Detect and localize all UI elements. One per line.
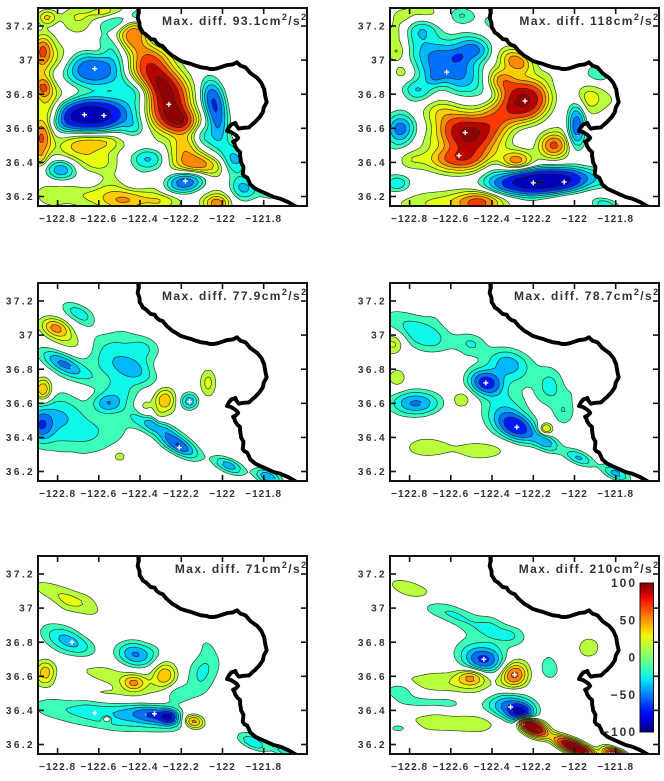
svg-text:−122.4: −122.4: [474, 214, 511, 225]
svg-text:37: 37: [19, 56, 35, 67]
svg-text:36.6: 36.6: [358, 124, 387, 135]
svg-text:37.2: 37.2: [358, 22, 387, 33]
svg-text:Max. diff. 210cm2/s2: Max. diff. 210cm2/s2: [519, 560, 660, 576]
svg-text:37: 37: [19, 604, 35, 615]
svg-text:−121.8: −121.8: [245, 762, 282, 773]
svg-text:36.2: 36.2: [6, 467, 35, 478]
svg-text:50: 50: [620, 613, 637, 627]
svg-text:36.4: 36.4: [6, 706, 35, 717]
svg-text:36.4: 36.4: [358, 706, 387, 717]
svg-text:36.2: 36.2: [6, 740, 35, 751]
svg-text:−122.4: −122.4: [474, 489, 511, 500]
svg-text:Max. diff. 77.9cm2/s2: Max. diff. 77.9cm2/s2: [162, 287, 307, 303]
svg-text:−121.8: −121.8: [597, 214, 634, 225]
svg-text:36.8: 36.8: [6, 638, 35, 649]
svg-text:−122.4: −122.4: [122, 762, 159, 773]
svg-text:−122.4: −122.4: [122, 214, 159, 225]
svg-text:−122.8: −122.8: [391, 489, 428, 500]
svg-text:−122.2: −122.2: [163, 762, 200, 773]
svg-text:0: 0: [628, 651, 637, 665]
svg-text:37: 37: [371, 56, 387, 67]
svg-text:36.2: 36.2: [6, 192, 35, 203]
svg-text:36.2: 36.2: [358, 467, 387, 478]
svg-text:−122.6: −122.6: [432, 762, 469, 773]
svg-text:37.2: 37.2: [6, 297, 35, 308]
svg-text:−122.2: −122.2: [515, 762, 552, 773]
svg-text:37.2: 37.2: [6, 570, 35, 581]
svg-text:−122.8: −122.8: [39, 489, 76, 500]
svg-text:−122.6: −122.6: [80, 489, 117, 500]
svg-text:−122.8: −122.8: [39, 762, 76, 773]
svg-text:−122: −122: [561, 762, 588, 773]
svg-text:−122.4: −122.4: [122, 489, 159, 500]
svg-text:100: 100: [611, 576, 637, 590]
svg-text:−122: −122: [209, 214, 236, 225]
svg-text:−122: −122: [561, 214, 588, 225]
svg-text:−100: −100: [602, 725, 637, 739]
svg-text:36.4: 36.4: [6, 433, 35, 444]
svg-text:−122.2: −122.2: [515, 489, 552, 500]
svg-text:36.6: 36.6: [358, 399, 387, 410]
svg-text:36.4: 36.4: [6, 158, 35, 169]
svg-text:−122.8: −122.8: [391, 762, 428, 773]
svg-text:Max. diff. 78.7cm2/s2: Max. diff. 78.7cm2/s2: [514, 287, 659, 303]
svg-text:−121.8: −121.8: [245, 489, 282, 500]
svg-text:−122.8: −122.8: [391, 214, 428, 225]
svg-text:36.8: 36.8: [358, 638, 387, 649]
svg-text:Max. diff. 118cm2/s2: Max. diff. 118cm2/s2: [519, 12, 659, 28]
svg-text:37.2: 37.2: [358, 297, 387, 308]
svg-text:−122.6: −122.6: [432, 214, 469, 225]
svg-text:−122: −122: [561, 489, 588, 500]
svg-text:36.6: 36.6: [6, 672, 35, 683]
svg-text:−122.4: −122.4: [474, 762, 511, 773]
svg-text:37.2: 37.2: [358, 570, 387, 581]
svg-text:−50: −50: [611, 688, 637, 702]
svg-text:37: 37: [371, 331, 387, 342]
svg-text:36.6: 36.6: [358, 672, 387, 683]
svg-text:Max. diff. 93.1cm2/s2: Max. diff. 93.1cm2/s2: [162, 12, 307, 28]
svg-text:−122.6: −122.6: [80, 762, 117, 773]
svg-text:36.2: 36.2: [358, 192, 387, 203]
svg-text:36.2: 36.2: [358, 740, 387, 751]
svg-text:36.6: 36.6: [6, 124, 35, 135]
svg-text:36.8: 36.8: [358, 90, 387, 101]
svg-text:−122.6: −122.6: [432, 489, 469, 500]
svg-text:36.8: 36.8: [6, 365, 35, 376]
svg-text:36.8: 36.8: [358, 365, 387, 376]
svg-text:36.8: 36.8: [6, 90, 35, 101]
svg-text:37: 37: [371, 604, 387, 615]
svg-text:−121.8: −121.8: [245, 214, 282, 225]
svg-text:−121.8: −121.8: [597, 489, 634, 500]
svg-text:36.4: 36.4: [358, 158, 387, 169]
svg-text:36.4: 36.4: [358, 433, 387, 444]
svg-text:Max. diff. 71cm2/s2: Max. diff. 71cm2/s2: [175, 560, 308, 576]
svg-text:37.2: 37.2: [6, 22, 35, 33]
svg-text:−122.8: −122.8: [39, 214, 76, 225]
svg-text:−122.2: −122.2: [163, 214, 200, 225]
svg-text:−122: −122: [209, 489, 236, 500]
svg-text:−122.2: −122.2: [163, 489, 200, 500]
svg-text:−122: −122: [209, 762, 236, 773]
svg-text:−122.2: −122.2: [515, 214, 552, 225]
svg-text:36.6: 36.6: [6, 399, 35, 410]
svg-text:−121.8: −121.8: [597, 762, 634, 773]
svg-text:−122.6: −122.6: [80, 214, 117, 225]
svg-text:37: 37: [19, 331, 35, 342]
